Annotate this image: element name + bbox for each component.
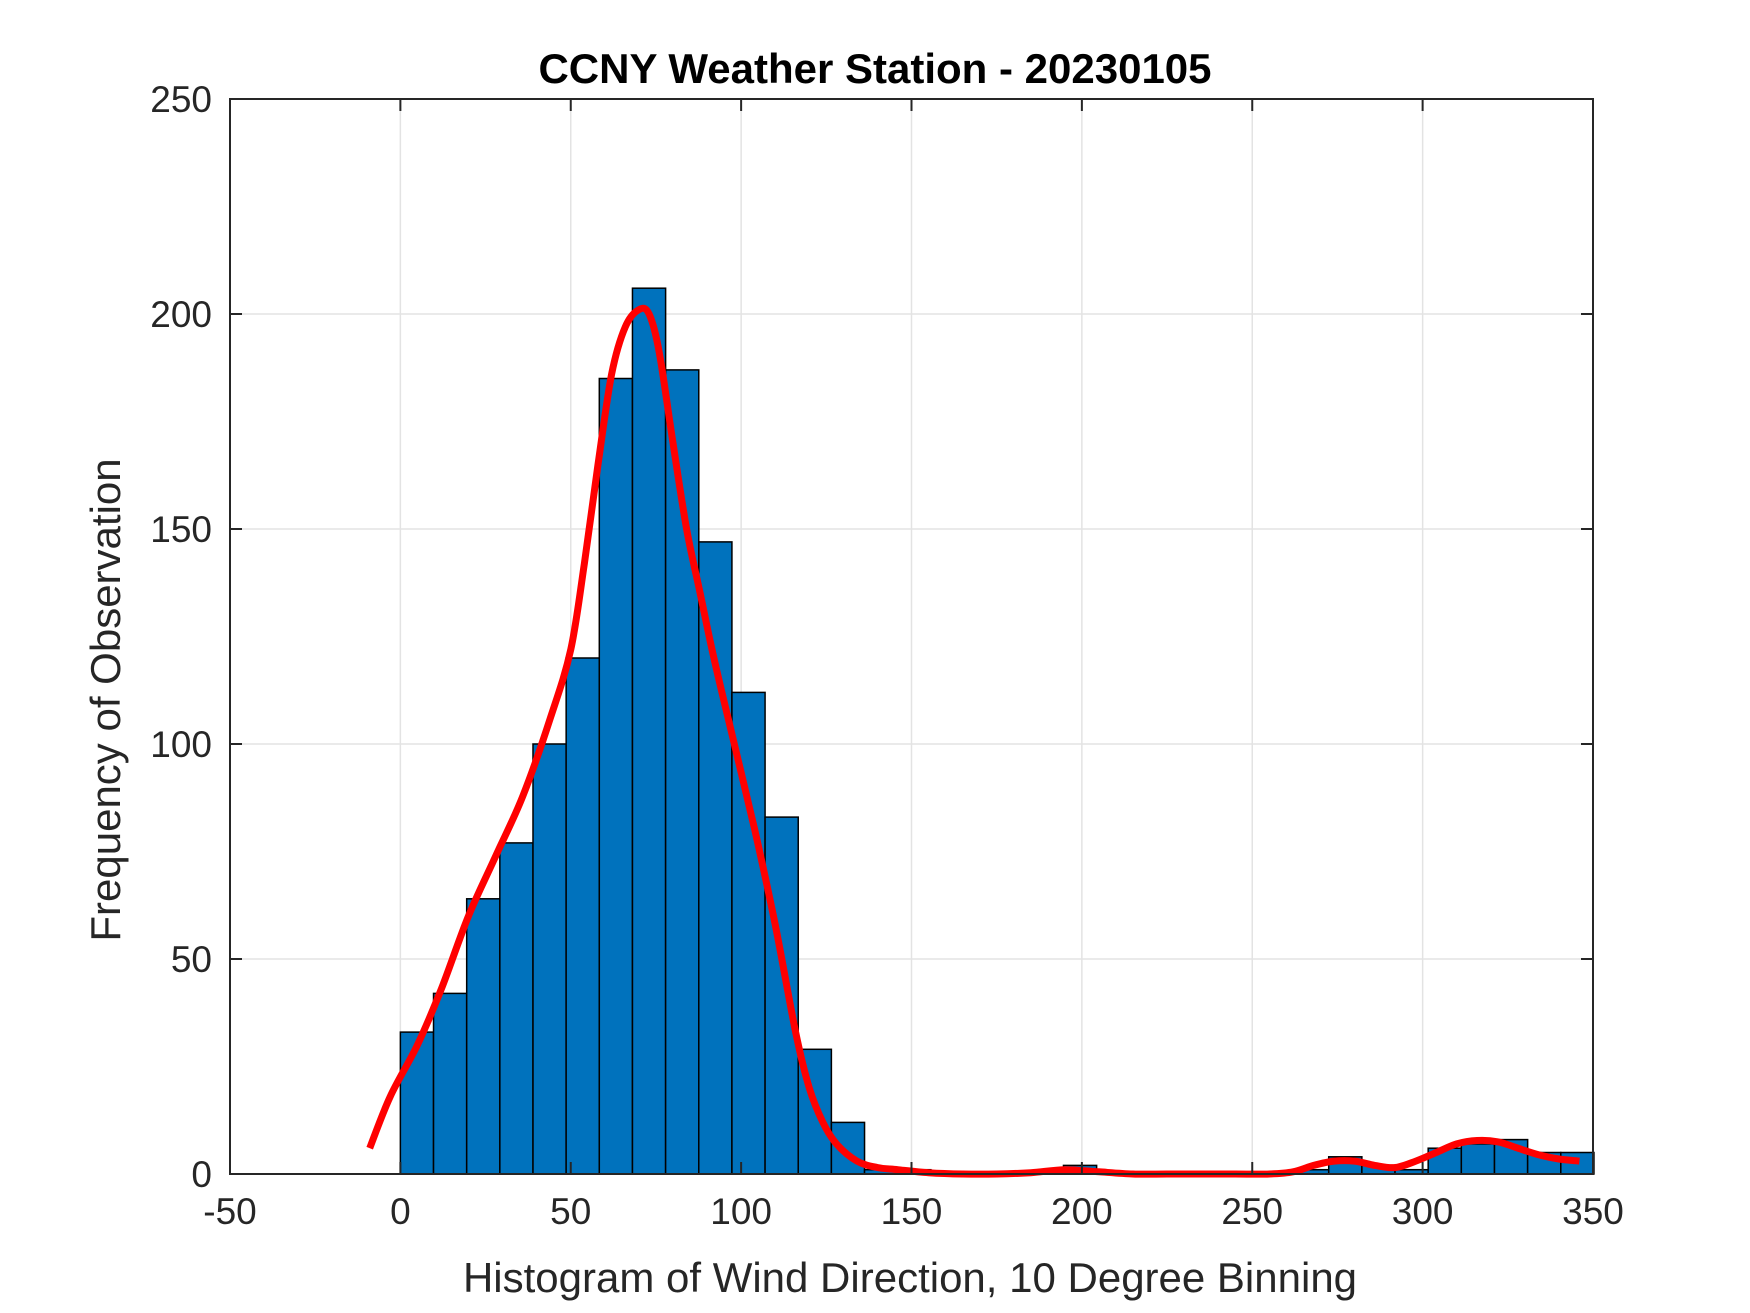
axis-ticks (229, 98, 1594, 1175)
gridlines (229, 98, 1594, 1175)
x-tick-label: 250 (1221, 1191, 1283, 1232)
histogram-bar (565, 657, 601, 1175)
density-curve (366, 304, 1580, 1178)
chart-title: CCNY Weather Station - 20230105 (538, 45, 1211, 92)
y-tick-label: 150 (150, 509, 212, 550)
x-tick-label: 150 (881, 1191, 943, 1232)
histogram-bar (698, 541, 733, 1175)
x-tick-label: 200 (1051, 1191, 1113, 1232)
histogram-bar (598, 377, 634, 1175)
y-tick-label: 100 (150, 724, 212, 765)
y-tick-label: 250 (150, 79, 212, 120)
x-tick-label: -50 (203, 1191, 256, 1232)
x-tick-label: 300 (1392, 1191, 1454, 1232)
histogram-bar (731, 691, 766, 1175)
histogram-bar (764, 816, 799, 1175)
y-tick-label: 0 (191, 1154, 212, 1195)
y-tick-label: 200 (150, 294, 212, 335)
histogram-bar (532, 743, 567, 1175)
y-axis-label: Frequency of Observation (82, 458, 129, 941)
histogram-bar (1460, 1143, 1496, 1175)
histogram-bar (499, 842, 534, 1175)
x-axis-label: Histogram of Wind Direction, 10 Degree B… (463, 1254, 1357, 1301)
x-tick-label: 0 (390, 1191, 411, 1232)
x-tick-label: 350 (1562, 1191, 1624, 1232)
histogram-bar (631, 287, 667, 1175)
y-tick-labels: 0 50 100 150 200 250 (150, 79, 212, 1195)
x-tick-label: 100 (710, 1191, 772, 1232)
x-tick-labels: -50 0 50 100 150 200 250 300 350 (203, 1191, 1624, 1232)
x-tick-label: 50 (550, 1191, 591, 1232)
histogram-bar (465, 898, 501, 1175)
density-curve-line (366, 304, 1580, 1178)
histogram-bar (432, 992, 468, 1175)
y-tick-label: 50 (171, 939, 212, 980)
